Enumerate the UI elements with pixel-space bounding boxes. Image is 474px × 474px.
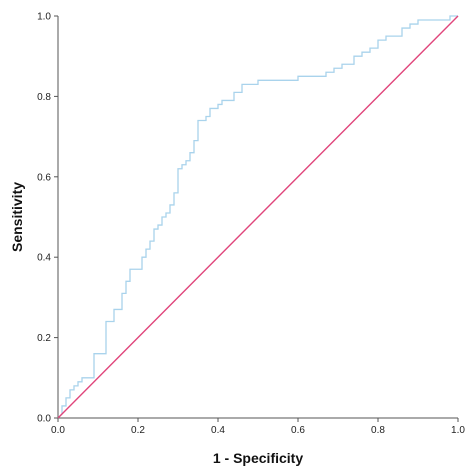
y-tick-label: 0.6: [37, 172, 51, 183]
y-tick-label: 0.0: [37, 414, 51, 425]
x-tick-label: 1.0: [451, 425, 465, 436]
y-axis-ticks: 0.0 0.2 0.4 0.6 0.8 1.0: [37, 12, 58, 425]
y-tick-label: 0.4: [37, 253, 51, 264]
plot-area: [57, 15, 459, 419]
x-tick-label: 0.8: [371, 425, 385, 436]
x-tick-label: 0.4: [211, 425, 225, 436]
reference-line: [57, 15, 459, 419]
y-tick-label: 0.2: [37, 333, 51, 344]
y-axis-title: Sensitivity: [9, 182, 25, 252]
x-axis-title: 1 - Specificity: [213, 450, 303, 466]
x-axis-ticks: 0.0 0.2 0.4 0.6 0.8 1.0: [51, 418, 465, 436]
y-tick-label: 1.0: [37, 12, 51, 23]
x-tick-label: 0.6: [291, 425, 305, 436]
roc-curve: [57, 15, 458, 419]
x-tick-label: 0.2: [131, 425, 145, 436]
x-tick-label: 0.0: [51, 425, 65, 436]
y-tick-label: 0.8: [37, 92, 51, 103]
